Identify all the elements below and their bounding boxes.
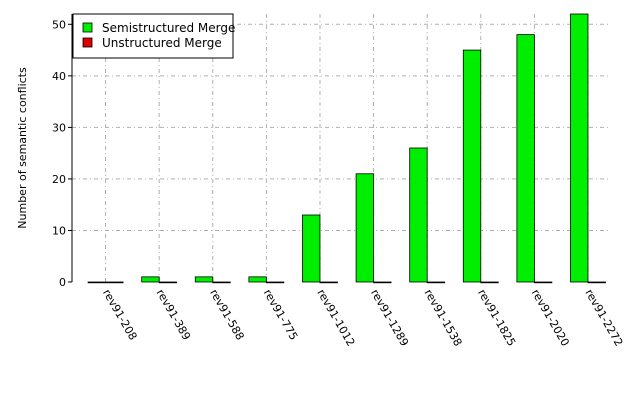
legend-swatch bbox=[82, 37, 93, 48]
y-axis-title: Number of semantic conflicts bbox=[16, 67, 29, 229]
unstructured-bar-rev91-389 bbox=[158, 281, 178, 284]
unstructured-bar-rev91-1538 bbox=[426, 281, 446, 284]
y-tick-label: 0 bbox=[59, 276, 66, 289]
x-tick-label: rev91-775 bbox=[261, 287, 301, 342]
semistructured-bar-rev91-2272 bbox=[570, 13, 589, 283]
x-tick-label: rev91-1538 bbox=[422, 287, 465, 349]
x-tick-label: rev91-1825 bbox=[475, 287, 518, 349]
tick-labels: rev91-208 rev91-389 rev91-588 rev91-775 rev9… bbox=[52, 18, 625, 348]
semistructured-bar-rev91-1289 bbox=[355, 173, 374, 283]
unstructured-bar-rev91-208 bbox=[105, 281, 124, 284]
x-tick-label: rev91-208 bbox=[100, 287, 140, 342]
legend-label: Unstructured Merge bbox=[102, 36, 222, 50]
unstructured-bar-rev91-2020 bbox=[533, 281, 553, 284]
y-tick-label: 10 bbox=[52, 224, 66, 237]
semistructured-bar-rev91-1825 bbox=[462, 49, 482, 283]
legend-box bbox=[72, 13, 234, 59]
semistructured-bar-rev91-588 bbox=[194, 276, 214, 283]
semistructured-bar-rev91-208 bbox=[87, 281, 106, 284]
unstructured-bar-rev91-1289 bbox=[373, 281, 392, 284]
x-tick-label: rev91-588 bbox=[207, 287, 247, 342]
x-tick-label: rev91-389 bbox=[154, 287, 194, 342]
unstructured-bar-rev91-775 bbox=[265, 281, 285, 284]
unstructured-bar-rev91-1012 bbox=[319, 281, 338, 284]
semistructured-bar-rev91-775 bbox=[248, 276, 267, 283]
unstructured-bar-rev91-588 bbox=[212, 281, 231, 284]
y-tick-label: 50 bbox=[52, 18, 66, 31]
x-tick-label: rev91-2020 bbox=[529, 287, 572, 349]
semistructured-bar-rev91-1538 bbox=[409, 147, 428, 283]
semistructured-bar-rev91-389 bbox=[141, 276, 160, 283]
y-tick-label: 40 bbox=[52, 70, 66, 83]
semistructured-bar-rev91-2020 bbox=[516, 34, 535, 283]
x-tick-label: rev91-1012 bbox=[314, 287, 357, 349]
semistructured-bar-rev91-1012 bbox=[302, 214, 321, 283]
legend-label: Semistructured Merge bbox=[102, 21, 235, 35]
axes bbox=[68, 14, 73, 283]
y-tick-label: 20 bbox=[52, 173, 66, 186]
x-tick-label: rev91-1289 bbox=[368, 287, 411, 349]
legend-swatch bbox=[82, 22, 93, 33]
y-tick-label: 30 bbox=[52, 121, 66, 134]
bars bbox=[87, 13, 606, 284]
unstructured-bar-rev91-1825 bbox=[480, 281, 499, 284]
unstructured-bar-rev91-2272 bbox=[587, 281, 606, 284]
x-tick-label: rev91-2272 bbox=[582, 287, 625, 349]
